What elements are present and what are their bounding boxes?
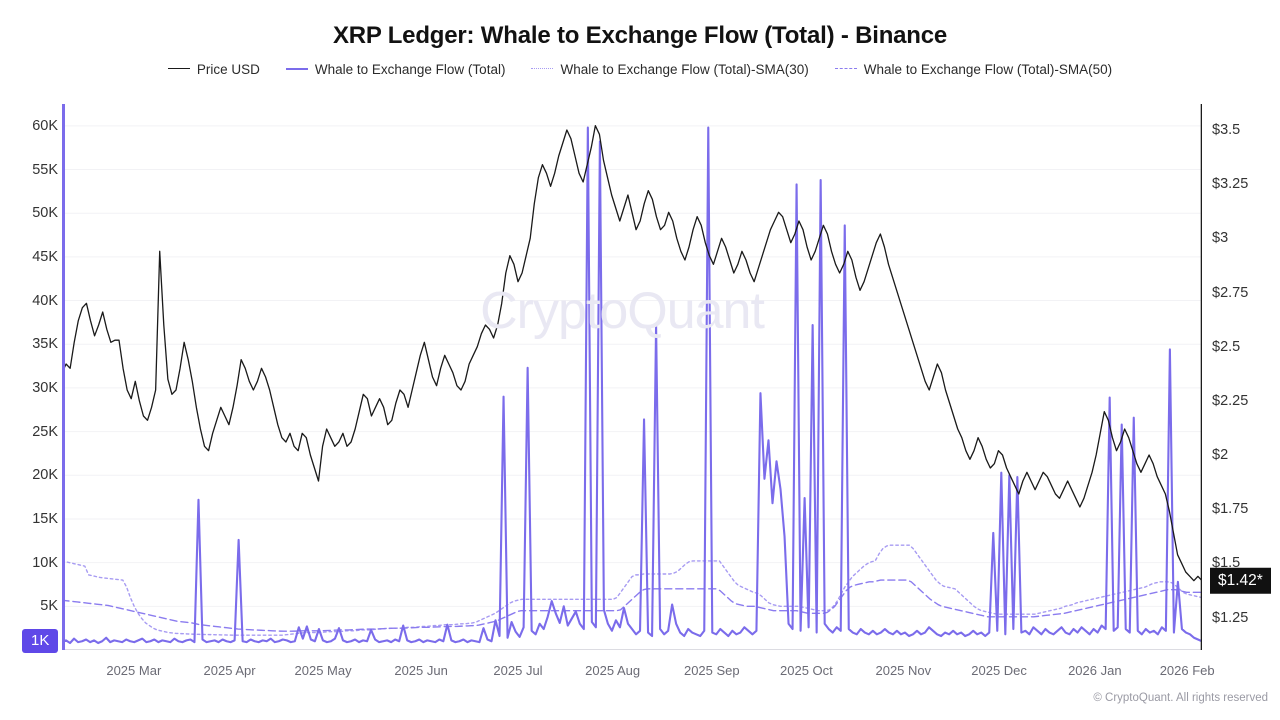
chart-legend: Price USD Whale to Exchange Flow (Total) W… <box>0 62 1280 77</box>
legend-item[interactable]: Whale to Exchange Flow (Total) <box>285 62 506 77</box>
x-axis-tick-label: 2026 Jan <box>1068 663 1122 678</box>
copyright-credit: © CryptoQuant. All rights reserved <box>1093 692 1268 704</box>
legend-item-label: Price USD <box>196 62 260 77</box>
y-axis-left-tick-label: 20K <box>32 467 58 484</box>
y-axis-right-tick-label: $3.5 <box>1212 122 1241 138</box>
legend-item-label: Whale to Exchange Flow (Total)-SMA(30) <box>560 62 809 77</box>
legend-item[interactable]: Whale to Exchange Flow (Total)-SMA(30) <box>531 62 809 77</box>
legend-item[interactable]: Whale to Exchange Flow (Total)-SMA(50) <box>834 62 1113 77</box>
y-axis-left-tick-label: 5K <box>40 598 58 615</box>
y-axis-right-tick-label: $1.5 <box>1212 555 1241 572</box>
legend-swatch-icon <box>834 68 857 69</box>
legend-item-label: Whale to Exchange Flow (Total) <box>314 62 506 77</box>
x-axis-tick-label: 2025 Aug <box>585 663 641 678</box>
y-axis-left-tick-label: 50K <box>32 205 58 222</box>
y-axis-left-tick-label: 60K <box>32 117 58 134</box>
x-axis-tick-label: 2025 Apr <box>203 663 256 678</box>
legend-swatch-icon <box>167 68 190 69</box>
legend-swatch-icon <box>531 68 554 69</box>
x-axis-tick-label: 2025 May <box>294 663 352 678</box>
x-axis-tick-label: 2025 Nov <box>875 663 932 678</box>
y-axis-left-tick-label: 15K <box>32 510 58 527</box>
x-axis-tick-label: 2025 Oct <box>780 663 833 678</box>
series-line <box>62 544 1202 636</box>
x-axis-tick-label: 2025 Jun <box>394 663 448 678</box>
y-axis-right-tick-label: $1.25 <box>1212 609 1249 626</box>
series-line <box>62 126 1202 645</box>
y-axis-left-tick-label: 40K <box>32 292 58 309</box>
y-axis-left-tick-label: 10K <box>32 554 58 571</box>
x-axis-tick-label: 2026 Feb <box>1159 663 1215 678</box>
y-axis-right-tick-label: $2.75 <box>1212 284 1249 301</box>
series-line <box>62 579 1202 632</box>
plot-svg <box>62 104 1202 650</box>
series-line <box>62 125 1202 582</box>
plot-area: CryptoQuant <box>62 104 1202 650</box>
y-axis-right-tick-label: $1.75 <box>1212 501 1249 518</box>
legend-item-label: Whale to Exchange Flow (Total)-SMA(50) <box>863 62 1113 77</box>
y-axis-right-tick-label: $2 <box>1212 447 1229 463</box>
y-axis-right-tick-label: $2.5 <box>1212 338 1241 355</box>
gridlines <box>62 125 1202 650</box>
price-current-badge: $1.42* <box>1210 567 1271 594</box>
flow-current-badge: 1K <box>22 629 59 654</box>
y-axis-left-tick-label: 35K <box>32 336 58 353</box>
legend-item[interactable]: Price USD <box>167 62 260 77</box>
x-axis-tick-label: 2025 Jul <box>493 663 543 678</box>
legend-swatch-icon <box>285 67 308 70</box>
y-axis-left-tick-label: 30K <box>32 379 58 396</box>
series-layer <box>62 104 1202 650</box>
y-axis-left-tick-label: 45K <box>32 248 58 265</box>
y-axis-right-tick-label: $3.25 <box>1212 176 1249 193</box>
x-axis-tick-label: 2025 Sep <box>683 663 740 678</box>
y-axis-right-tick-label: $3 <box>1212 230 1229 247</box>
page-title: XRP Ledger: Whale to Exchange Flow (Tota… <box>332 22 948 49</box>
x-axis-tick-label: 2025 Dec <box>971 663 1027 678</box>
y-axis-left-tick-label: 25K <box>32 423 58 440</box>
x-axis-tick-label: 2025 Mar <box>106 663 162 678</box>
y-axis-left-tick-label: 55K <box>32 161 58 178</box>
y-axis-right-tick-label: $2.25 <box>1212 392 1249 409</box>
